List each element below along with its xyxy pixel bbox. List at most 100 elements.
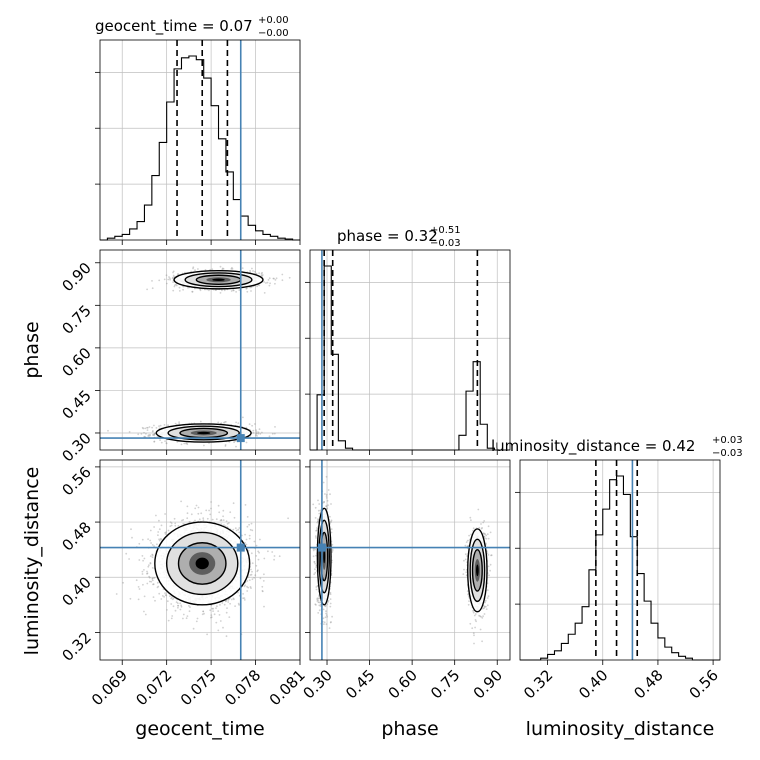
sample-point [254,270,256,273]
sample-point [160,524,163,527]
sample-point [260,274,263,277]
sample-point [211,268,214,271]
sample-point [151,553,154,556]
sample-point [149,555,152,557]
sample-point [252,432,255,434]
sample-point [316,600,319,602]
sample-point [232,597,235,600]
sample-point [315,586,318,588]
sample-point [151,426,154,429]
sample-point [268,435,271,438]
sample-point [252,270,254,272]
sample-point [198,518,201,521]
title-phase-sup: +0.51 [430,225,461,236]
sample-point [253,577,256,579]
sample-point [255,555,258,557]
sample-point [251,578,254,581]
sample-point [263,292,266,294]
sample-point [195,504,198,507]
sample-point [331,543,334,546]
sample-point [186,443,189,446]
sample-point [254,574,257,577]
sample-point [163,424,166,426]
sample-point [232,289,235,292]
sample-point [142,427,145,430]
sample-point [251,424,254,427]
sample-point [325,495,328,497]
sample-point [149,539,152,542]
sample-point [237,528,240,531]
sample-point [255,432,258,435]
sample-point [167,529,170,532]
sample-point [153,545,156,547]
sample-point [238,527,241,529]
sample-point [160,538,163,540]
sample-point [144,435,146,438]
sample-point [211,518,214,521]
sample-point [244,504,247,506]
sample-point [230,268,233,270]
sample-point [210,616,213,619]
sample-point [312,555,315,558]
sample-point [176,441,179,443]
sample-point [222,509,225,512]
sample-point [220,422,223,424]
sample-point [151,280,153,282]
sample-point [258,551,260,554]
sample-point [267,550,269,553]
sample-point [185,442,188,444]
sample-point [254,423,256,425]
sample-point [130,528,132,531]
sample-point [275,277,278,280]
sample-point [128,558,131,560]
sample-point [237,422,240,424]
sample-point [156,586,159,589]
sample-point [229,602,232,605]
sample-point [315,604,317,606]
sample-point [248,537,251,540]
sample-point [256,435,258,437]
sample-point [246,580,249,582]
sample-point [225,421,227,423]
sample-point [143,557,146,560]
sample-point [190,513,193,516]
sample-point [314,517,317,519]
sample-point [330,528,333,530]
sample-point [171,596,173,599]
sample-point [197,512,200,515]
sample-point [148,564,150,566]
sample-point [222,515,225,518]
sample-point [318,609,321,612]
sample-point [186,505,189,508]
sample-point [153,440,156,443]
sample-point [165,531,168,533]
sample-point [154,599,156,602]
sample-point [232,528,235,531]
sample-point [186,512,189,515]
sample-point [224,421,226,423]
sample-point [246,525,249,528]
sample-point [249,286,252,289]
sample-point [247,586,250,589]
sample-point [199,289,202,292]
density-peak [212,278,225,282]
sample-point [325,610,327,613]
sample-point [255,434,257,437]
sample-point [202,610,205,613]
sample-point [250,522,253,525]
sample-point [153,424,155,427]
sample-point [169,277,171,280]
sample-point [152,596,155,598]
sample-point [317,509,320,512]
sample-point [255,429,257,431]
sample-point [155,514,157,517]
sample-point [179,608,182,611]
sample-point [143,610,145,613]
sample-point [147,434,150,436]
sample-point [142,559,145,562]
sample-point [235,291,238,293]
sample-point [258,428,261,431]
sample-point [329,605,332,608]
sample-point [324,493,326,495]
sample-point [242,597,245,600]
